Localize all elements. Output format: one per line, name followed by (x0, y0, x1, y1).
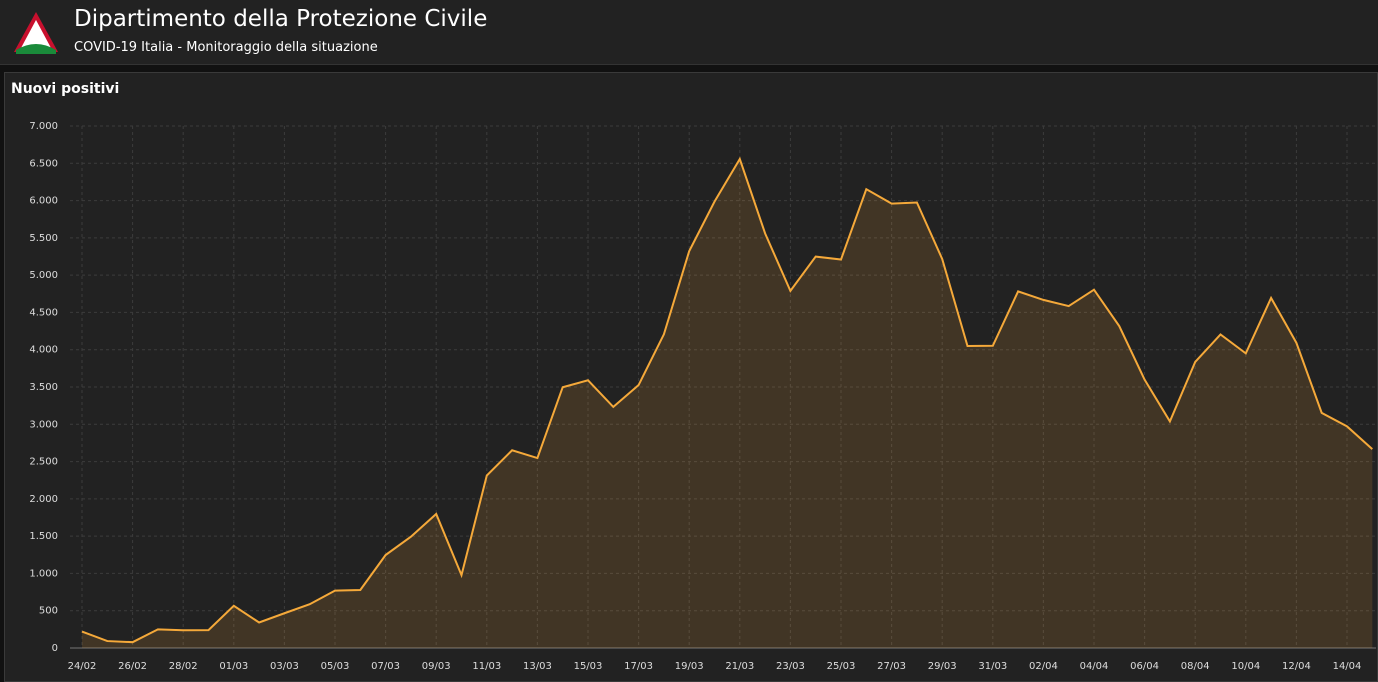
y-tick-label: 0 (52, 643, 58, 654)
x-tick-label: 24/02 (68, 661, 97, 672)
chart-panel: Nuovi positivi (4, 72, 1378, 682)
x-tick-label: 07/03 (371, 661, 400, 672)
x-tick-label: 08/04 (1181, 661, 1210, 672)
x-tick-label: 15/03 (574, 661, 603, 672)
header-title: Dipartimento della Protezione Civile (74, 6, 488, 32)
chart-title: Nuovi positivi (11, 81, 120, 97)
y-tick-label: 3.000 (29, 419, 58, 430)
x-tick-label: 29/03 (928, 661, 957, 672)
area (82, 159, 1373, 648)
x-tick-label: 05/03 (321, 661, 350, 672)
x-tick-label: 21/03 (725, 661, 754, 672)
x-tick-label: 06/04 (1130, 661, 1159, 672)
y-tick-label: 2.500 (29, 457, 58, 468)
y-tick-label: 500 (39, 606, 58, 617)
header: Dipartimento della Protezione Civile COV… (0, 0, 1378, 65)
x-tick-label: 10/04 (1231, 661, 1260, 672)
line (81, 156, 1373, 644)
x-tick-label: 31/03 (978, 661, 1007, 672)
y-tick-label: 5.500 (29, 233, 58, 244)
x-tick-label: 23/03 (776, 661, 805, 672)
y-tick-label: 7.000 (29, 121, 58, 132)
x-tick-label: 04/04 (1080, 661, 1109, 672)
y-tick-label: 4.500 (29, 307, 58, 318)
x-tick-label: 14/04 (1333, 661, 1362, 672)
logo (14, 12, 58, 54)
y-tick-label: 1.500 (29, 531, 58, 542)
x-tick-label: 02/04 (1029, 661, 1058, 672)
x-tick-label: 19/03 (675, 661, 704, 672)
header-subtitle: COVID-19 Italia - Monitoraggio della sit… (74, 40, 378, 55)
x-tick-label: 17/03 (624, 661, 653, 672)
x-tick-label: 28/02 (169, 661, 198, 672)
y-tick-label: 6.500 (29, 158, 58, 169)
x-tick-label: 13/03 (523, 661, 552, 672)
x-tick-label: 01/03 (219, 661, 248, 672)
y-tick-label: 3.500 (29, 382, 58, 393)
y-tick-label: 2.000 (29, 494, 58, 505)
x-tick-label: 11/03 (472, 661, 501, 672)
x-tick-label: 12/04 (1282, 661, 1311, 672)
y-tick-label: 5.000 (29, 270, 58, 281)
x-tick-label: 26/02 (118, 661, 147, 672)
x-tick-label: 27/03 (877, 661, 906, 672)
y-tick-label: 1.000 (29, 568, 58, 579)
y-tick-label: 4.000 (29, 345, 58, 356)
x-tick-label: 03/03 (270, 661, 299, 672)
x-tick-label: 09/03 (422, 661, 451, 672)
y-tick-label: 6.000 (29, 196, 58, 207)
x-tick-label: 25/03 (827, 661, 856, 672)
